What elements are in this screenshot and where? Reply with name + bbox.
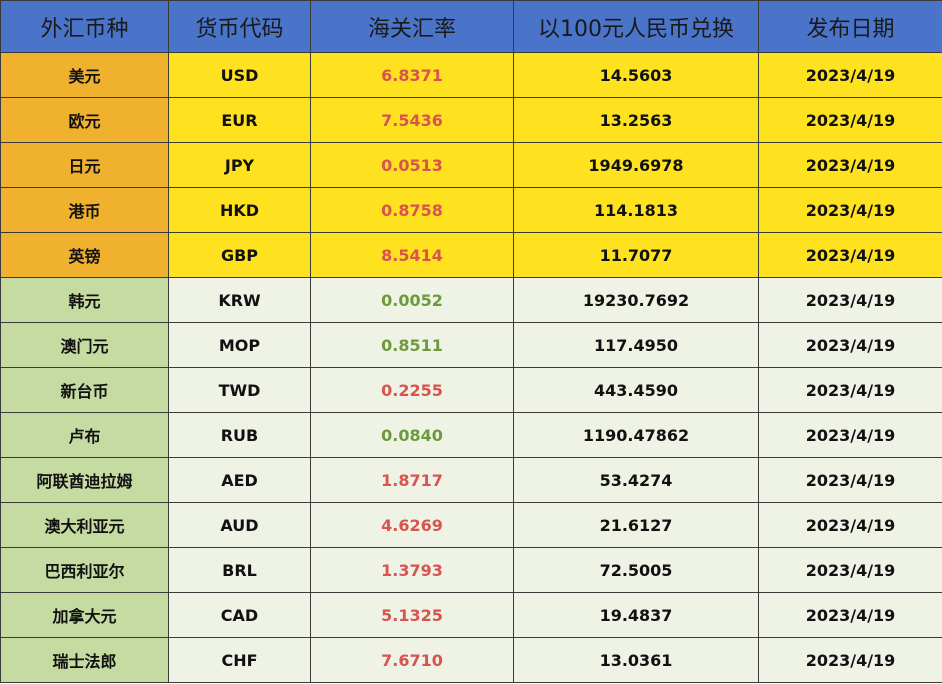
- currency-name: 港币: [0, 187, 169, 233]
- column-header: 发布日期: [758, 0, 942, 53]
- currency-name: 英镑: [0, 232, 169, 278]
- currency-code: KRW: [168, 277, 311, 323]
- currency-name: 阿联酋迪拉姆: [0, 457, 169, 503]
- currency-name: 韩元: [0, 277, 169, 323]
- currency-code: AUD: [168, 502, 311, 548]
- column-header: 海关汇率: [310, 0, 514, 53]
- currency-code: AED: [168, 457, 311, 503]
- table-row: 加拿大元 CAD 5.1325 19.4837 2023/4/19: [0, 592, 942, 638]
- table-row: 欧元 EUR 7.5436 13.2563 2023/4/19: [0, 97, 942, 143]
- exchange-amount: 11.7077: [513, 232, 759, 278]
- publish-date: 2023/4/19: [758, 97, 942, 143]
- currency-code: JPY: [168, 142, 311, 188]
- currency-name: 澳门元: [0, 322, 169, 368]
- table-row: 美元 USD 6.8371 14.5603 2023/4/19: [0, 52, 942, 98]
- table-row: 港币 HKD 0.8758 114.1813 2023/4/19: [0, 187, 942, 233]
- currency-name: 巴西利亚尔: [0, 547, 169, 593]
- customs-rate: 4.6269: [310, 502, 514, 548]
- currency-name: 日元: [0, 142, 169, 188]
- column-header: 货币代码: [168, 0, 311, 53]
- table-row: 瑞士法郎 CHF 7.6710 13.0361 2023/4/19: [0, 637, 942, 683]
- currency-name: 欧元: [0, 97, 169, 143]
- currency-code: EUR: [168, 97, 311, 143]
- table-row: 澳大利亚元 AUD 4.6269 21.6127 2023/4/19: [0, 502, 942, 548]
- customs-rate: 0.0840: [310, 412, 514, 458]
- currency-code: TWD: [168, 367, 311, 413]
- column-header: 以100元人民币兑换: [513, 0, 759, 53]
- column-header: 外汇币种: [0, 0, 169, 53]
- exchange-amount: 13.0361: [513, 637, 759, 683]
- table-row: 英镑 GBP 8.5414 11.7077 2023/4/19: [0, 232, 942, 278]
- publish-date: 2023/4/19: [758, 142, 942, 188]
- currency-code: GBP: [168, 232, 311, 278]
- customs-rate: 1.3793: [310, 547, 514, 593]
- exchange-amount: 19.4837: [513, 592, 759, 638]
- exchange-amount: 1949.6978: [513, 142, 759, 188]
- exchange-amount: 14.5603: [513, 52, 759, 98]
- exchange-amount: 72.5005: [513, 547, 759, 593]
- table-row: 新台币 TWD 0.2255 443.4590 2023/4/19: [0, 367, 942, 413]
- currency-code: RUB: [168, 412, 311, 458]
- publish-date: 2023/4/19: [758, 547, 942, 593]
- publish-date: 2023/4/19: [758, 187, 942, 233]
- customs-rate: 1.8717: [310, 457, 514, 503]
- publish-date: 2023/4/19: [758, 322, 942, 368]
- publish-date: 2023/4/19: [758, 502, 942, 548]
- publish-date: 2023/4/19: [758, 592, 942, 638]
- publish-date: 2023/4/19: [758, 232, 942, 278]
- exchange-amount: 1190.47862: [513, 412, 759, 458]
- publish-date: 2023/4/19: [758, 637, 942, 683]
- customs-rate: 0.2255: [310, 367, 514, 413]
- table-row: 韩元 KRW 0.0052 19230.7692 2023/4/19: [0, 277, 942, 323]
- customs-rate: 8.5414: [310, 232, 514, 278]
- publish-date: 2023/4/19: [758, 412, 942, 458]
- exchange-amount: 114.1813: [513, 187, 759, 233]
- currency-code: CAD: [168, 592, 311, 638]
- customs-rate: 6.8371: [310, 52, 514, 98]
- exchange-amount: 21.6127: [513, 502, 759, 548]
- table-row: 阿联酋迪拉姆 AED 1.8717 53.4274 2023/4/19: [0, 457, 942, 503]
- currency-name: 加拿大元: [0, 592, 169, 638]
- publish-date: 2023/4/19: [758, 367, 942, 413]
- publish-date: 2023/4/19: [758, 52, 942, 98]
- customs-rate: 0.0513: [310, 142, 514, 188]
- currency-code: USD: [168, 52, 311, 98]
- currency-name: 新台币: [0, 367, 169, 413]
- table-row: 澳门元 MOP 0.8511 117.4950 2023/4/19: [0, 322, 942, 368]
- customs-rate: 0.0052: [310, 277, 514, 323]
- publish-date: 2023/4/19: [758, 277, 942, 323]
- exchange-amount: 53.4274: [513, 457, 759, 503]
- customs-rate: 7.6710: [310, 637, 514, 683]
- table-row: 日元 JPY 0.0513 1949.6978 2023/4/19: [0, 142, 942, 188]
- table-row: 卢布 RUB 0.0840 1190.47862 2023/4/19: [0, 412, 942, 458]
- currency-code: MOP: [168, 322, 311, 368]
- header-row: 外汇币种 货币代码 海关汇率 以100元人民币兑换 发布日期: [0, 0, 942, 53]
- currency-name: 卢布: [0, 412, 169, 458]
- exchange-amount: 19230.7692: [513, 277, 759, 323]
- exchange-amount: 13.2563: [513, 97, 759, 143]
- currency-name: 美元: [0, 52, 169, 98]
- customs-rate: 0.8758: [310, 187, 514, 233]
- publish-date: 2023/4/19: [758, 457, 942, 503]
- currency-code: CHF: [168, 637, 311, 683]
- table-body: 美元 USD 6.8371 14.5603 2023/4/19 欧元 EUR 7.5436 13…: [0, 52, 942, 683]
- customs-rate: 5.1325: [310, 592, 514, 638]
- currency-name: 澳大利亚元: [0, 502, 169, 548]
- currency-code: HKD: [168, 187, 311, 233]
- exchange-amount: 117.4950: [513, 322, 759, 368]
- table-row: 巴西利亚尔 BRL 1.3793 72.5005 2023/4/19: [0, 547, 942, 593]
- customs-rate: 0.8511: [310, 322, 514, 368]
- currency-code: BRL: [168, 547, 311, 593]
- customs-rate: 7.5436: [310, 97, 514, 143]
- currency-name: 瑞士法郎: [0, 637, 169, 683]
- exchange-amount: 443.4590: [513, 367, 759, 413]
